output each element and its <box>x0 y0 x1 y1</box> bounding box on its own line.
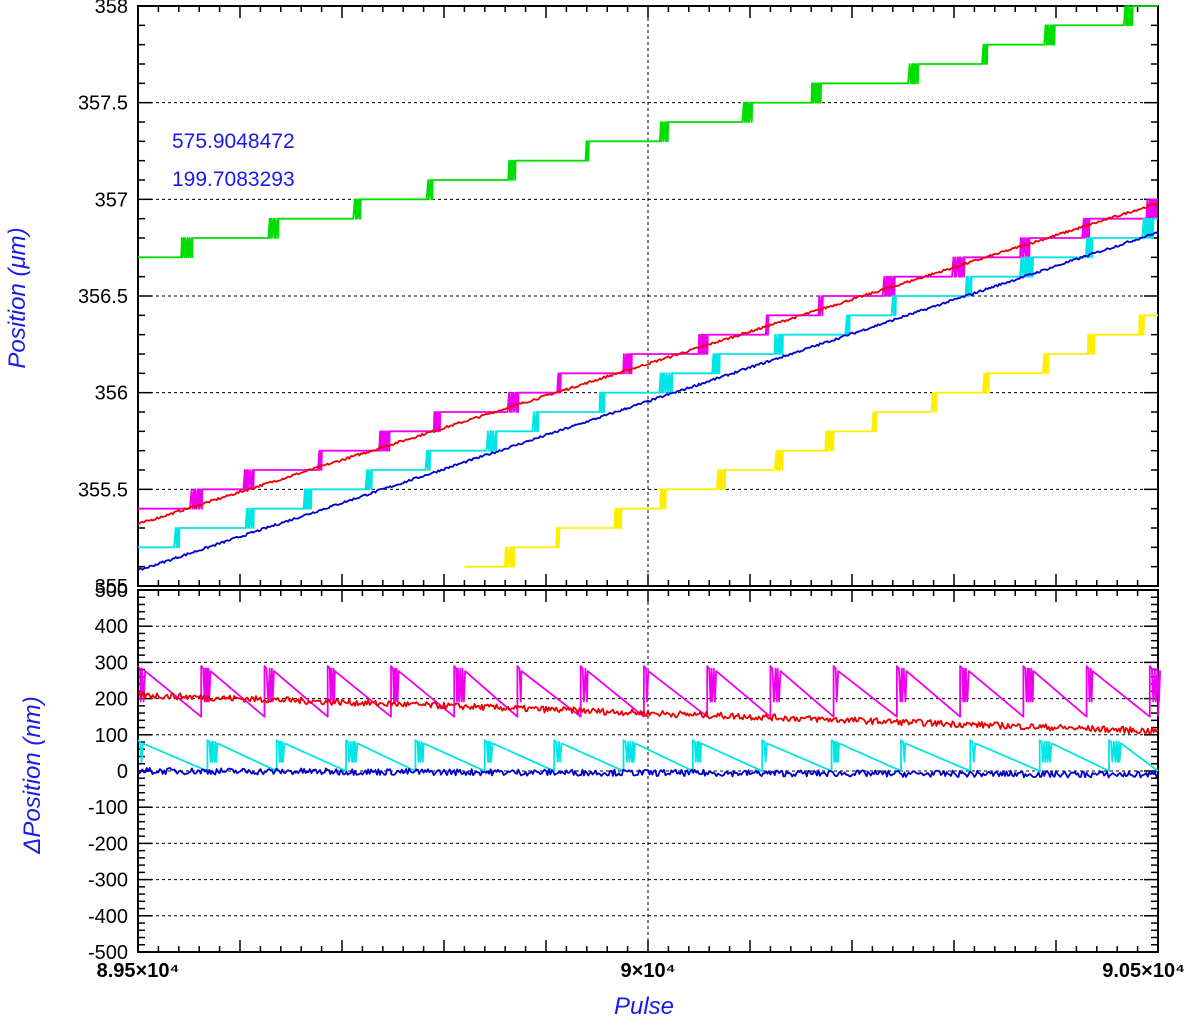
bottom-series-sawtooth-0 <box>137 665 1161 718</box>
bottom-y-tick-label: -200 <box>88 833 128 855</box>
bottom-series-line-3 <box>137 767 1159 779</box>
bottom-y-tick-label: -300 <box>88 870 128 892</box>
data-series <box>137 5 1161 779</box>
top-series-staircase-2 <box>138 217 1158 549</box>
top-series-staircase-3 <box>464 314 1158 568</box>
bottom-y-tick-label: 200 <box>95 689 128 711</box>
top-y-axis-title: Position (μm) <box>4 227 31 368</box>
x-tick-label: 9×10⁴ <box>621 960 676 982</box>
bottom-y-tick-label: -500 <box>88 942 128 964</box>
annotation-value-1: 575.9048472 <box>172 130 295 153</box>
x-tick-label: 9.05×10⁴ <box>1102 960 1185 982</box>
top-y-tick-label: 358 <box>95 0 128 18</box>
bottom-y-tick-label: -100 <box>88 797 128 819</box>
top-y-tick-label: 357.5 <box>78 93 128 115</box>
bottom-y-tick-label: 400 <box>95 616 128 638</box>
bottom-series-sawtooth-2 <box>137 739 1159 772</box>
top-y-tick-label: 355 <box>95 576 128 598</box>
bottom-y-axis-title: ΔPosition (nm) <box>19 696 46 854</box>
bottom-series-line-1 <box>137 691 1159 735</box>
bottom-y-tick-label: 100 <box>95 725 128 747</box>
axis-ticks <box>137 5 1159 953</box>
top-series-staircase-1 <box>138 198 1158 510</box>
bottom-y-tick-label: 500 <box>95 580 128 602</box>
bottom-y-tick-label: 300 <box>95 652 128 674</box>
annotation-value-2: 199.7083293 <box>172 168 295 191</box>
x-tick-label: 8.95×10⁴ <box>97 960 180 982</box>
top-series-staircase-0 <box>138 5 1158 259</box>
top-y-tick-label: 356.5 <box>78 286 128 308</box>
bottom-y-tick-label: 0 <box>117 761 128 783</box>
bottom-y-tick-label: -400 <box>88 906 128 928</box>
x-axis-title: Pulse <box>614 993 674 1020</box>
top-y-tick-label: 356 <box>95 383 128 405</box>
top-series-line-5 <box>137 230 1159 571</box>
top-series-line-4 <box>137 203 1159 526</box>
top-y-tick-label: 355.5 <box>78 479 128 501</box>
top-y-tick-label: 357 <box>95 189 128 211</box>
